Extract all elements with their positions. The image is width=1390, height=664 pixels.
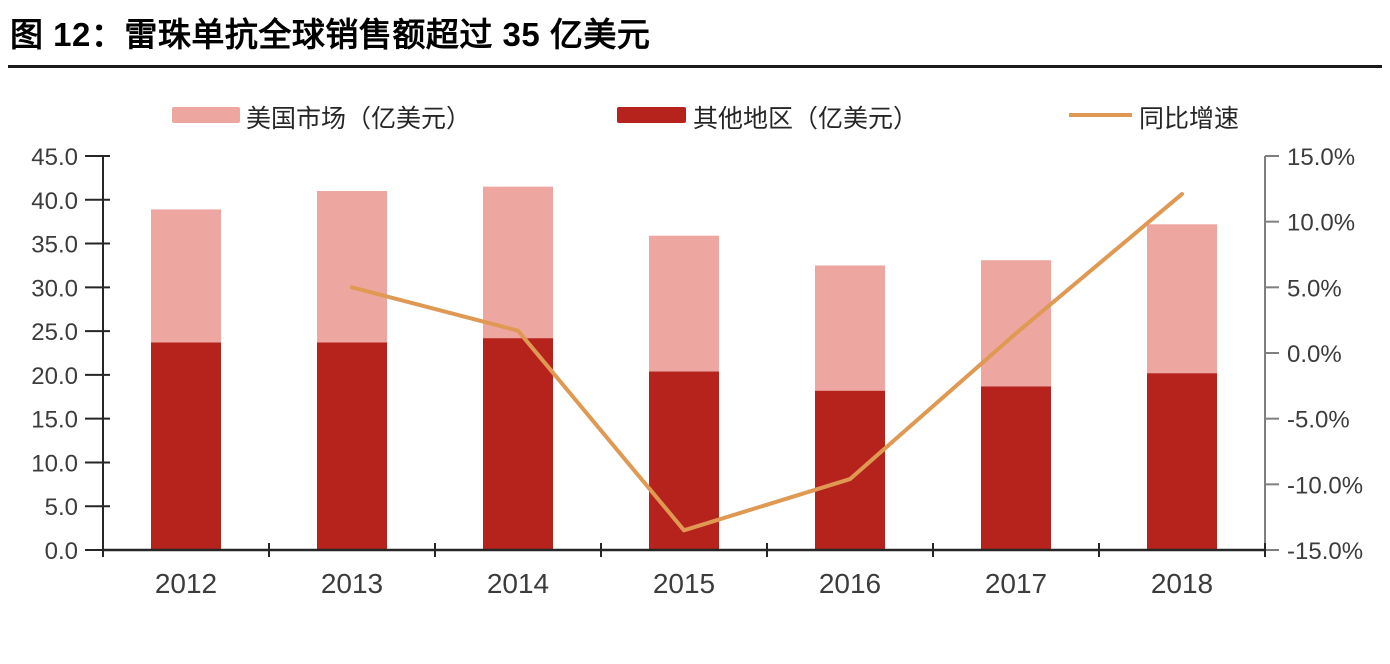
bar-other-region-2017: [981, 386, 1051, 550]
category-label-2013: 2013: [321, 568, 383, 599]
left-tick-label: 10.0: [31, 450, 78, 477]
left-tick-label: 0.0: [45, 538, 78, 565]
left-tick-label: 45.0: [31, 144, 78, 171]
left-tick-label: 35.0: [31, 232, 78, 259]
left-tick-label: 25.0: [31, 319, 78, 346]
category-label-2012: 2012: [155, 568, 217, 599]
right-tick-label: -15.0%: [1287, 538, 1363, 565]
category-label-2015: 2015: [653, 568, 715, 599]
bar-us-market-2015: [649, 235, 719, 372]
category-label-2016: 2016: [819, 568, 881, 599]
bar-us-market-2014: [483, 186, 553, 339]
bar-us-market-2018: [1147, 224, 1217, 374]
left-tick-label: 20.0: [31, 363, 78, 390]
right-tick-label: 5.0%: [1287, 275, 1342, 302]
left-tick-label: 15.0: [31, 407, 78, 434]
legend-swatch-us-market: [172, 107, 240, 123]
left-tick-label: 30.0: [31, 275, 78, 302]
right-tick-label: 10.0%: [1287, 210, 1355, 237]
left-tick-label: 5.0: [45, 494, 78, 521]
right-tick-label: 15.0%: [1287, 144, 1355, 171]
bar-other-region-2018: [1147, 373, 1217, 550]
right-tick-label: 0.0%: [1287, 341, 1342, 368]
figure-title: 图 12：雷珠单抗全球销售额超过 35 亿美元: [10, 16, 651, 53]
bar-us-market-2017: [981, 260, 1051, 387]
bar-us-market-2013: [317, 191, 387, 343]
bar-other-region-2013: [317, 342, 387, 550]
bar-us-market-2012: [151, 209, 221, 343]
title-underline: [8, 65, 1382, 68]
bar-other-region-2015: [649, 371, 719, 550]
category-label-2014: 2014: [487, 568, 549, 599]
bar-other-region-2014: [483, 338, 553, 550]
bar-us-market-2016: [815, 265, 885, 391]
category-label-2018: 2018: [1151, 568, 1213, 599]
legend-label-other-region: 其他地区（亿美元）: [693, 105, 918, 133]
left-tick-label: 40.0: [31, 188, 78, 215]
right-tick-label: -5.0%: [1287, 407, 1350, 434]
lucentis-sales-chart: 0.0 5.0 10.0 15.0 20.0 25.0 30.0 35.0 40.0 45.0 -1…: [31, 105, 1363, 599]
legend-label-us-market: 美国市场（亿美元）: [246, 105, 471, 133]
growth-rate-line: [350, 192, 1184, 533]
category-label-2017: 2017: [985, 568, 1047, 599]
bar-other-region-2016: [815, 390, 885, 550]
legend-label-growth: 同比增速: [1139, 105, 1239, 133]
bar-other-region-2012: [151, 342, 221, 550]
legend-swatch-other-region: [617, 107, 686, 123]
right-tick-label: -10.0%: [1287, 472, 1363, 499]
